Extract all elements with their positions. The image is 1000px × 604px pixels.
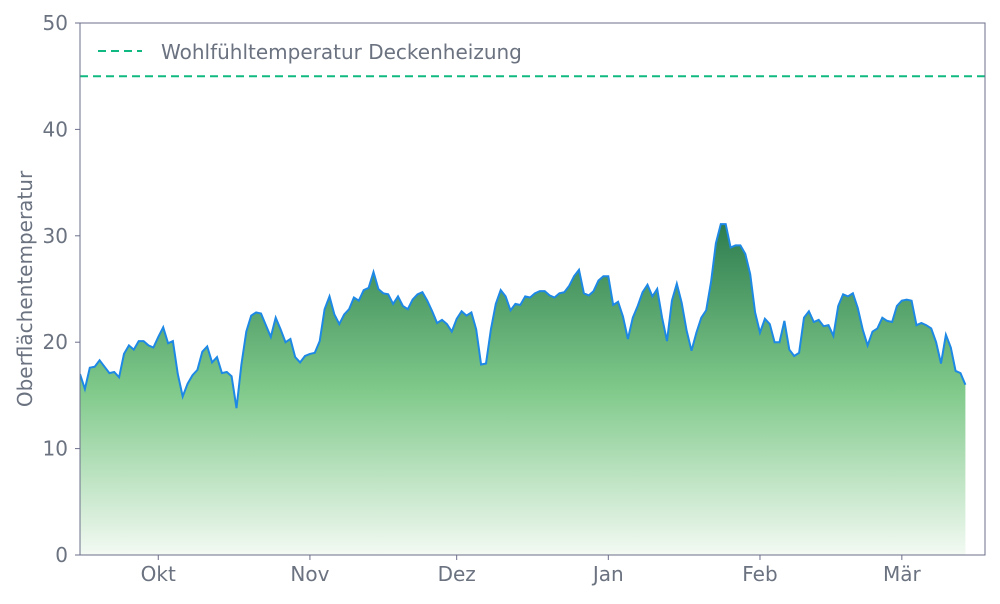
y-axis-label: Oberflächentemperatur [13, 170, 37, 407]
y-tick-label: 10 [43, 437, 68, 461]
y-tick-label: 20 [43, 330, 68, 354]
y-tick-label: 50 [43, 11, 68, 35]
x-tick-label: Dez [438, 562, 476, 586]
plot-area [80, 75, 985, 555]
x-tick-label: Mär [883, 562, 922, 586]
x-tick-label: Feb [742, 562, 777, 586]
legend: Wohlfühltemperatur Deckenheizung [98, 40, 522, 64]
plot-frame [79, 22, 986, 556]
y-tick-label: 40 [43, 117, 68, 141]
y-tick-label: 0 [55, 543, 68, 567]
legend-label-reference: Wohlfühltemperatur Deckenheizung [161, 40, 522, 64]
temperature-series-line [80, 223, 967, 409]
x-axis: Okt Nov Dez Jan Feb Mär [141, 555, 922, 586]
x-tick-label: Jan [591, 562, 624, 586]
y-axis: 0 10 20 30 40 50 [43, 11, 80, 567]
x-tick-label: Okt [141, 562, 176, 586]
temperature-area-fill [80, 224, 966, 555]
x-tick-label: Nov [290, 562, 329, 586]
y-tick-label: 30 [43, 224, 68, 248]
